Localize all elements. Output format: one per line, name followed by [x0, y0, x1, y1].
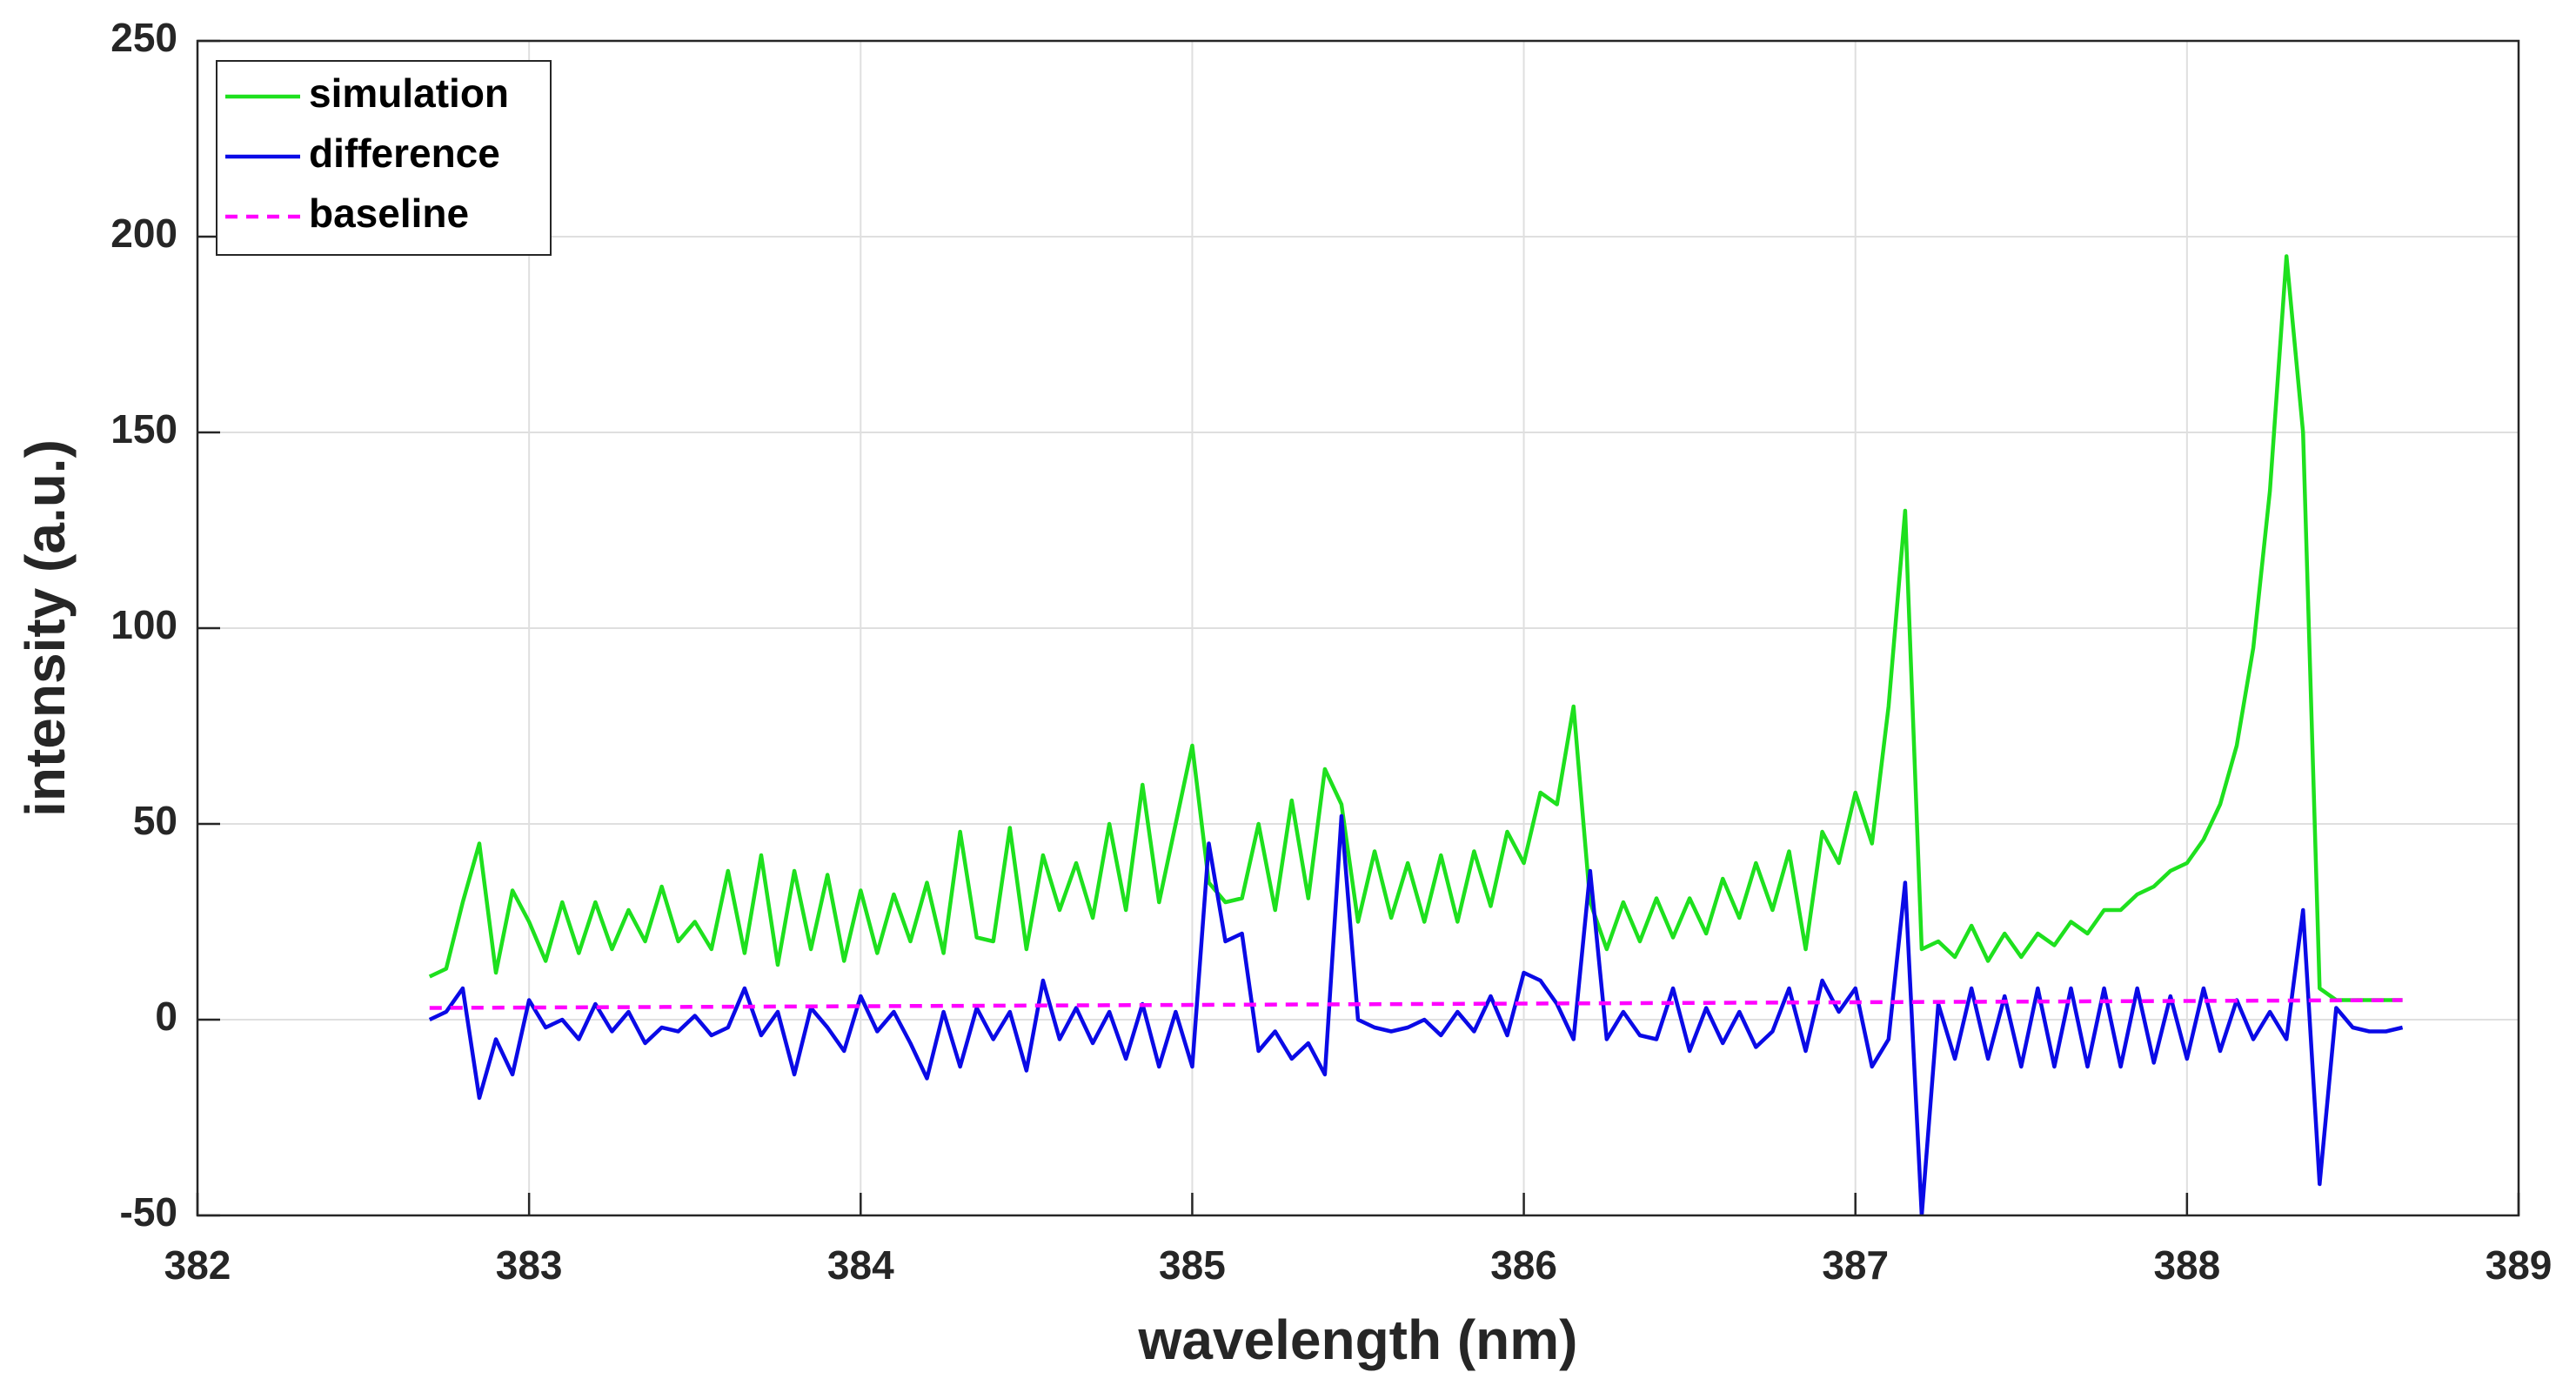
y-tick-label: 150	[110, 406, 177, 452]
x-tick-label: 384	[827, 1242, 894, 1288]
x-tick-label: 382	[164, 1242, 231, 1288]
y-tick-label: 0	[155, 994, 177, 1039]
y-tick-label: 100	[110, 602, 177, 647]
y-tick-label: 200	[110, 211, 177, 256]
x-tick-label: 388	[2153, 1242, 2220, 1288]
legend-label: baseline	[309, 191, 469, 236]
ticks: 382 383 384 385 386 387 388 389 -50 0 50 100 150 200 2…	[110, 15, 2552, 1288]
legend-label: simulation	[309, 70, 509, 116]
series-line	[429, 998, 2403, 1010]
series-line	[428, 254, 2403, 1002]
series-line	[428, 813, 2404, 1215]
x-tick-label: 383	[496, 1242, 563, 1288]
y-axis-label: intensity (a.u.)	[14, 439, 77, 817]
legend-label: difference	[309, 131, 500, 176]
legend: simulation difference baseline	[216, 60, 552, 256]
x-tick-label: 389	[2486, 1242, 2553, 1288]
x-axis-label: wavelength (nm)	[1138, 1309, 1578, 1371]
y-tick-label: -50	[120, 1189, 177, 1235]
plot-lines	[428, 254, 2404, 1215]
x-tick-label: 386	[1490, 1242, 1557, 1288]
x-tick-label: 385	[1159, 1242, 1226, 1288]
y-tick-label: 50	[133, 798, 177, 843]
x-tick-label: 387	[1822, 1242, 1889, 1288]
y-tick-label: 250	[110, 15, 177, 60]
